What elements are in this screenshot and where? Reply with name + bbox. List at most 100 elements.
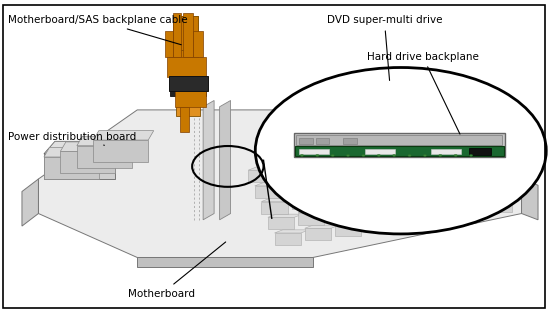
- Polygon shape: [382, 183, 408, 195]
- Polygon shape: [305, 228, 331, 240]
- Circle shape: [454, 154, 457, 156]
- Polygon shape: [278, 165, 305, 177]
- Polygon shape: [261, 202, 288, 214]
- Circle shape: [469, 154, 473, 156]
- Polygon shape: [173, 13, 181, 57]
- Circle shape: [408, 154, 411, 156]
- Polygon shape: [473, 169, 499, 181]
- Polygon shape: [473, 165, 507, 169]
- Polygon shape: [268, 214, 302, 217]
- Polygon shape: [315, 173, 350, 176]
- Polygon shape: [38, 110, 522, 257]
- Polygon shape: [203, 100, 214, 220]
- Polygon shape: [173, 16, 198, 50]
- Polygon shape: [285, 178, 320, 181]
- Polygon shape: [248, 167, 283, 170]
- Polygon shape: [328, 208, 355, 220]
- Polygon shape: [486, 197, 520, 200]
- Polygon shape: [345, 172, 372, 184]
- Polygon shape: [412, 178, 439, 190]
- Polygon shape: [169, 47, 189, 88]
- FancyBboxPatch shape: [294, 133, 505, 157]
- Polygon shape: [395, 211, 430, 214]
- Polygon shape: [274, 230, 309, 233]
- Polygon shape: [456, 202, 490, 205]
- Polygon shape: [167, 57, 206, 77]
- Polygon shape: [183, 13, 193, 57]
- Polygon shape: [261, 198, 296, 202]
- Polygon shape: [181, 63, 198, 100]
- Polygon shape: [93, 131, 154, 140]
- Text: DVD super-multi drive: DVD super-multi drive: [327, 15, 442, 80]
- Polygon shape: [22, 179, 38, 226]
- Polygon shape: [268, 217, 294, 229]
- Polygon shape: [442, 173, 469, 185]
- Polygon shape: [298, 213, 324, 225]
- FancyBboxPatch shape: [365, 149, 395, 154]
- Polygon shape: [44, 157, 99, 179]
- Circle shape: [393, 154, 396, 156]
- Polygon shape: [173, 16, 198, 47]
- FancyBboxPatch shape: [296, 135, 502, 145]
- Polygon shape: [460, 134, 494, 137]
- Polygon shape: [365, 219, 391, 231]
- Polygon shape: [44, 141, 126, 154]
- Polygon shape: [77, 136, 137, 146]
- Polygon shape: [60, 151, 115, 173]
- Polygon shape: [369, 148, 404, 151]
- Polygon shape: [328, 205, 363, 208]
- Polygon shape: [429, 142, 456, 154]
- Polygon shape: [322, 189, 356, 192]
- Polygon shape: [339, 156, 365, 168]
- FancyBboxPatch shape: [299, 149, 329, 154]
- Polygon shape: [315, 176, 341, 188]
- Polygon shape: [456, 205, 482, 217]
- Polygon shape: [173, 50, 198, 75]
- Polygon shape: [395, 214, 422, 226]
- Text: Motherboard: Motherboard: [128, 242, 226, 299]
- Polygon shape: [399, 147, 425, 159]
- Polygon shape: [77, 146, 132, 168]
- Text: Motherboard/SAS backplane cable: Motherboard/SAS backplane cable: [8, 15, 188, 45]
- Circle shape: [316, 154, 319, 156]
- Polygon shape: [93, 140, 148, 162]
- Polygon shape: [522, 179, 538, 220]
- Circle shape: [362, 154, 365, 156]
- Text: Hard drive backplane: Hard drive backplane: [367, 51, 479, 134]
- Polygon shape: [169, 76, 208, 91]
- FancyBboxPatch shape: [295, 146, 504, 156]
- Polygon shape: [60, 142, 121, 151]
- Polygon shape: [165, 31, 173, 57]
- Polygon shape: [389, 198, 415, 210]
- Polygon shape: [352, 184, 386, 187]
- Polygon shape: [358, 200, 393, 203]
- Polygon shape: [389, 195, 423, 198]
- Polygon shape: [322, 192, 348, 204]
- Circle shape: [439, 154, 442, 156]
- FancyBboxPatch shape: [469, 148, 491, 155]
- Polygon shape: [309, 158, 343, 161]
- Polygon shape: [399, 143, 434, 147]
- Polygon shape: [425, 206, 460, 209]
- FancyBboxPatch shape: [343, 138, 357, 144]
- Polygon shape: [137, 257, 313, 267]
- Polygon shape: [419, 191, 453, 194]
- Polygon shape: [220, 100, 231, 220]
- Circle shape: [377, 154, 380, 156]
- Polygon shape: [193, 31, 203, 57]
- Polygon shape: [425, 209, 452, 221]
- Polygon shape: [44, 148, 104, 157]
- Polygon shape: [309, 161, 335, 173]
- Polygon shape: [175, 90, 206, 107]
- Circle shape: [423, 154, 427, 156]
- Polygon shape: [278, 162, 313, 165]
- Polygon shape: [479, 184, 506, 196]
- Polygon shape: [460, 137, 486, 149]
- Polygon shape: [466, 153, 492, 165]
- Polygon shape: [255, 183, 289, 186]
- Polygon shape: [449, 189, 475, 201]
- Polygon shape: [352, 187, 378, 199]
- Polygon shape: [382, 180, 417, 183]
- Polygon shape: [292, 194, 326, 197]
- Polygon shape: [419, 194, 445, 206]
